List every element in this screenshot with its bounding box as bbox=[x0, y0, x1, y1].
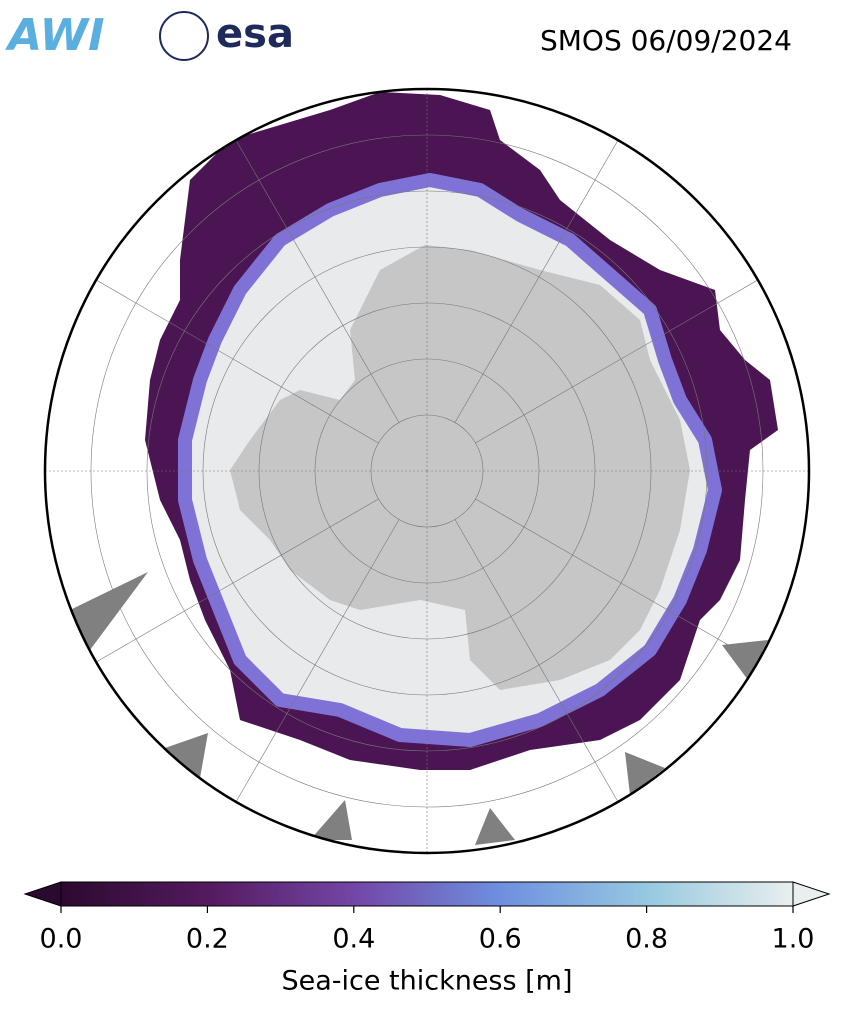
colorbar-tick-label: 0.0 bbox=[40, 924, 83, 955]
map-border bbox=[43, 87, 811, 855]
colorbar-tick-label: 1.0 bbox=[772, 924, 815, 955]
meridian bbox=[226, 124, 400, 423]
esa-emblem bbox=[159, 11, 209, 61]
colorbar-outline bbox=[60, 881, 794, 907]
meridian bbox=[454, 124, 628, 423]
meridian bbox=[475, 498, 774, 672]
colorbar-label: Sea-ice thickness [m] bbox=[281, 966, 572, 997]
meridian bbox=[80, 270, 379, 444]
meridian bbox=[454, 519, 628, 818]
colorbar: 0.0 0.2 0.4 0.6 0.8 1.0 bbox=[23, 881, 831, 955]
meridian bbox=[475, 270, 774, 444]
meridian bbox=[226, 519, 400, 818]
meridian bbox=[80, 498, 379, 672]
colorbar-tick-label: 0.8 bbox=[625, 924, 668, 955]
graticule bbox=[45, 89, 809, 853]
colorbar-tick-label: 0.6 bbox=[479, 924, 522, 955]
map bbox=[45, 89, 809, 853]
antarctica bbox=[230, 245, 690, 690]
colorbar-tick-label: 0.2 bbox=[186, 924, 229, 955]
colorbar-tick-label: 0.4 bbox=[332, 924, 375, 955]
extend-min bbox=[23, 881, 62, 907]
colorbar-ramp bbox=[61, 882, 793, 906]
awi-logo: AWI bbox=[5, 10, 105, 61]
map-title: SMOS 06/09/2024 bbox=[540, 24, 792, 57]
esa-logo: esa bbox=[216, 11, 294, 57]
extend-max bbox=[792, 881, 831, 907]
